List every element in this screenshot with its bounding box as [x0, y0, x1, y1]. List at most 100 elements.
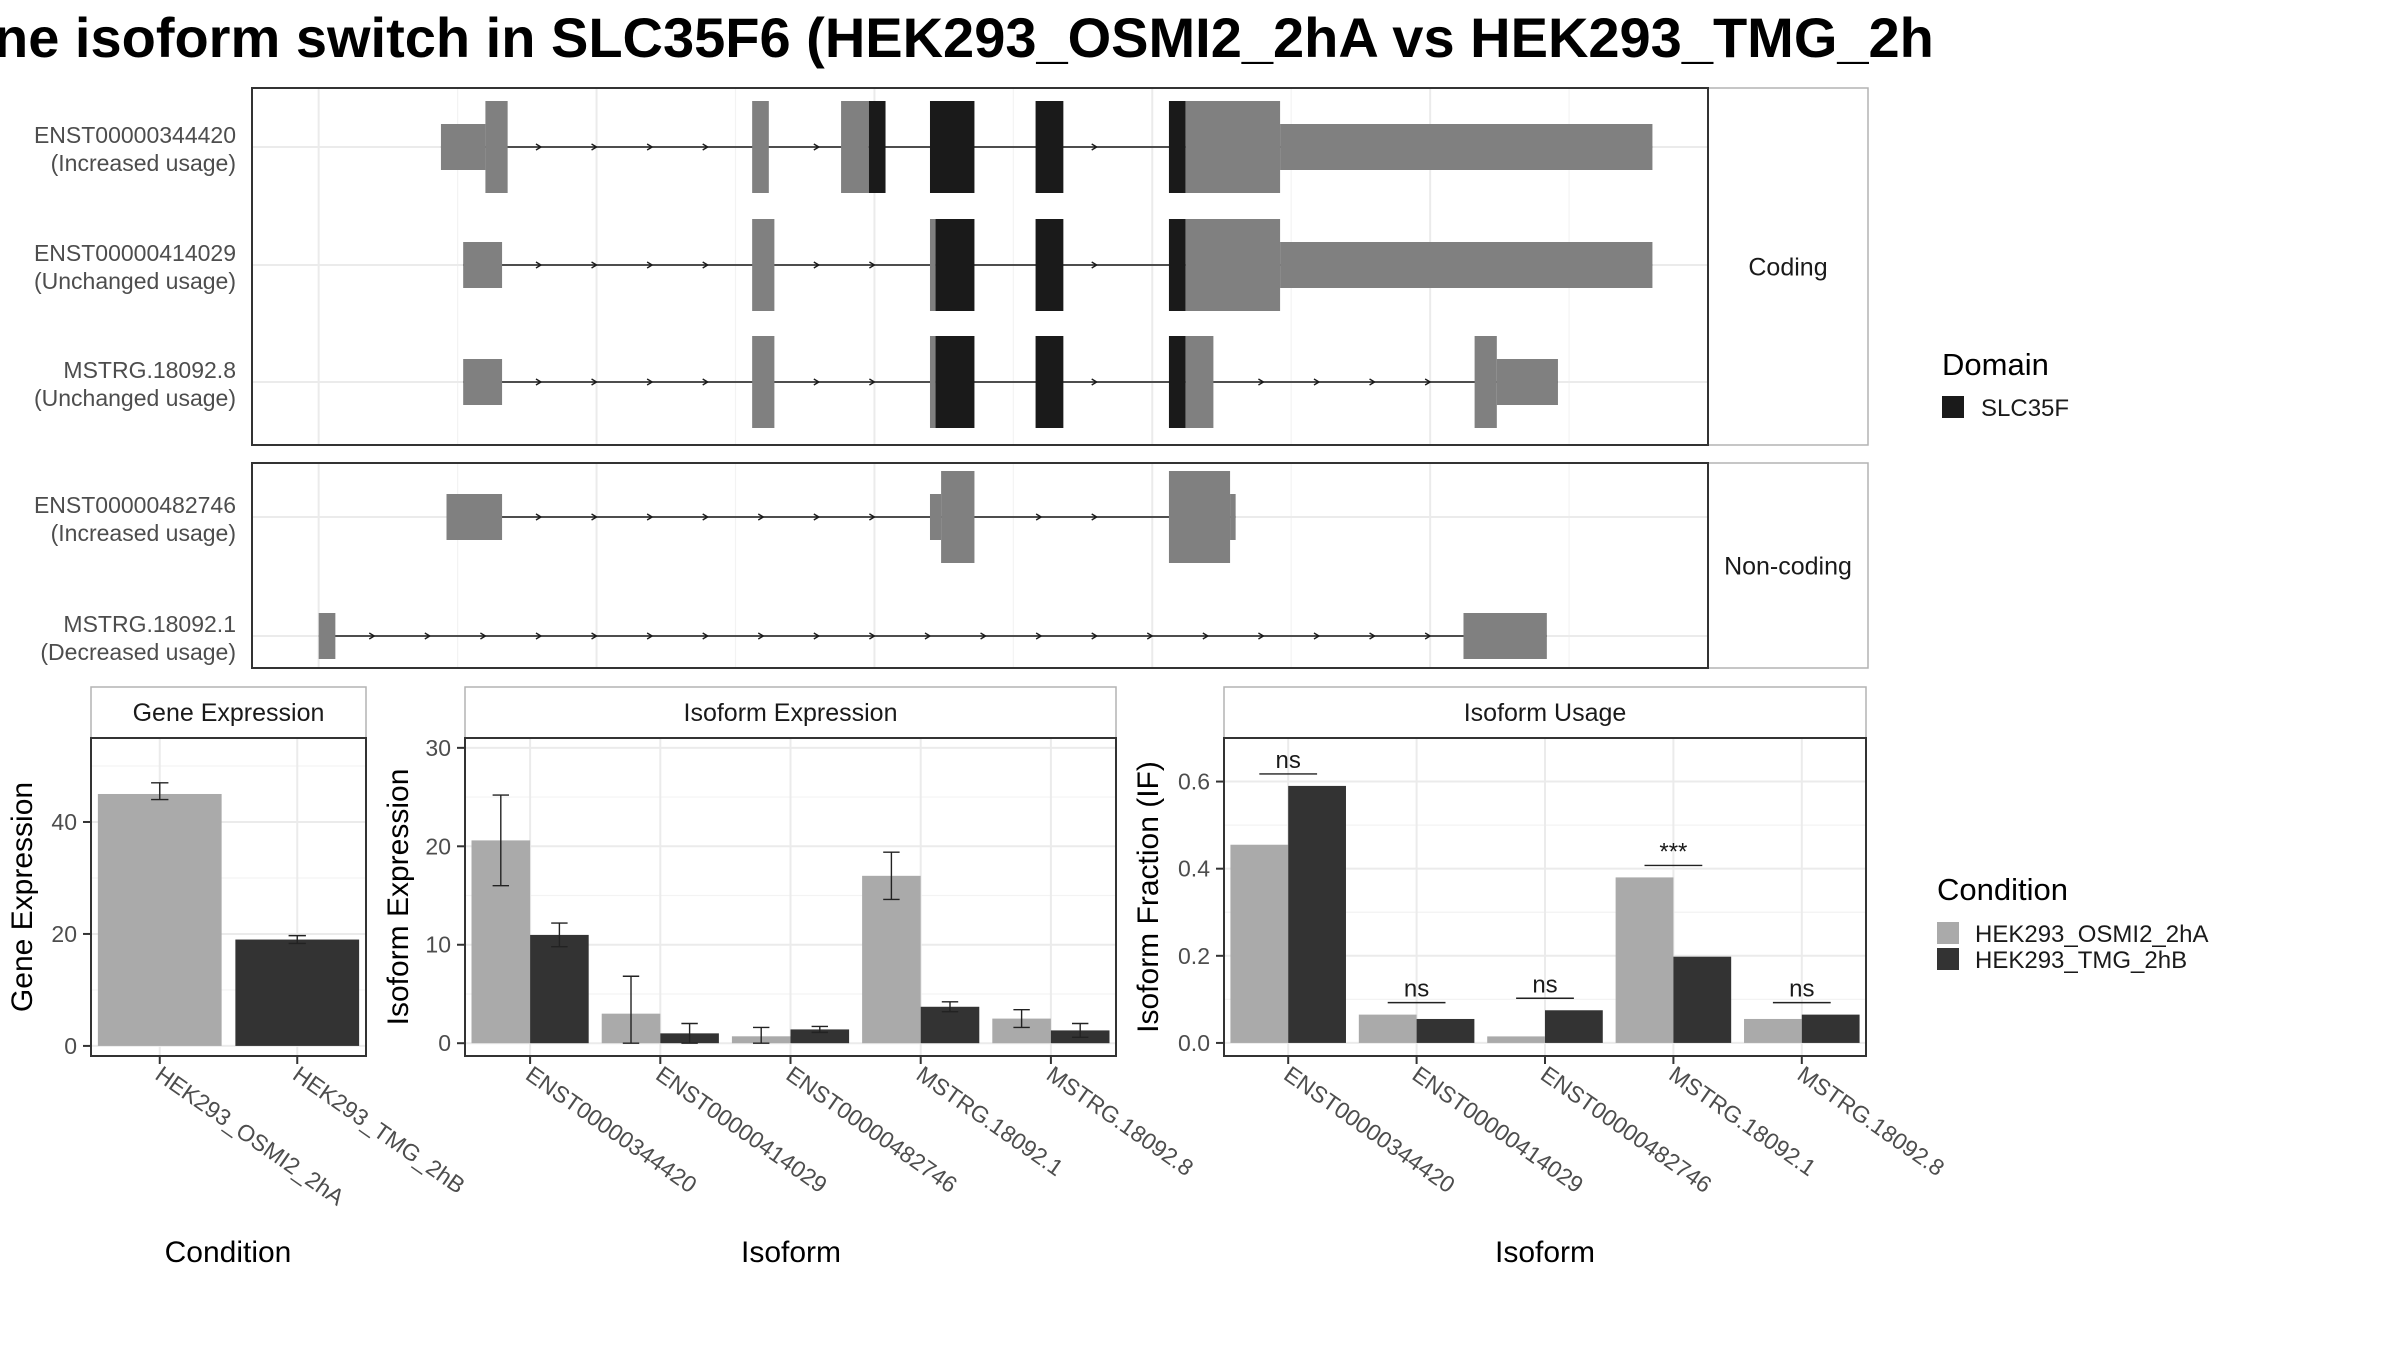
intron-arrow	[813, 513, 821, 521]
y-tick-label: 0.2	[1178, 943, 1210, 969]
y-tick-label: 20	[51, 921, 77, 947]
bar	[1615, 877, 1674, 1043]
exon-block	[941, 471, 975, 563]
bar	[1487, 1036, 1545, 1043]
exon-block	[446, 494, 503, 540]
intron-arrow	[591, 378, 598, 386]
intron-arrow	[1369, 632, 1376, 640]
domain-block	[1168, 336, 1186, 428]
intron-arrow	[702, 261, 710, 269]
bar	[1230, 844, 1289, 1043]
intron-arrow	[591, 632, 598, 640]
intron-arrow	[646, 378, 654, 386]
intron-arrow	[813, 378, 821, 386]
panel-border	[90, 737, 367, 1057]
intron-arrow	[424, 632, 432, 640]
domain-block	[935, 219, 975, 311]
panel-strip	[90, 686, 367, 739]
significance-label: ns	[1532, 971, 1557, 998]
structure-panel-border	[251, 462, 1709, 669]
exon-block	[1280, 124, 1653, 170]
intron-arrow	[1202, 632, 1210, 640]
figure-title: ne isoform switch in SLC35F6 (HEK293_OSM…	[0, 6, 1934, 69]
panel-title: Isoform Expression	[684, 699, 898, 727]
legend-condition-title: Condition	[1937, 872, 2068, 907]
facet-strip	[1707, 87, 1869, 446]
intron-arrow	[480, 632, 487, 640]
y-tick-label: 20	[425, 833, 451, 859]
exon-block	[929, 219, 936, 311]
domain-block	[929, 101, 975, 193]
y-axis-title: Isoform Expression	[382, 769, 415, 1026]
x-axis-title: Condition	[165, 1236, 292, 1269]
isoform-usage-label: (Decreased usage)	[40, 639, 236, 665]
intron-arrow	[869, 513, 876, 521]
y-tick-label: 0.6	[1178, 769, 1210, 795]
intron-arrow	[1091, 143, 1099, 151]
facet-strip-label: Non-coding	[1724, 553, 1852, 581]
panel-strip	[1223, 686, 1867, 739]
intron-arrow	[646, 632, 654, 640]
intron-arrow	[1035, 513, 1043, 521]
intron-arrow	[869, 378, 876, 386]
intron-arrow	[591, 143, 598, 151]
y-tick-label: 10	[425, 932, 451, 958]
intron-arrow	[1146, 632, 1154, 640]
isoform-id-label: MSTRG.18092.8	[63, 357, 236, 383]
bar	[1801, 1014, 1860, 1043]
gene-structure-panel: CodingNon-codingENST00000344420(Increase…	[34, 87, 1869, 669]
intron-arrow	[646, 143, 654, 151]
intron-arrow	[535, 632, 543, 640]
y-tick-label: 30	[425, 735, 451, 761]
intron-arrow	[702, 378, 710, 386]
domain-block	[1035, 219, 1064, 311]
bar	[97, 793, 222, 1046]
exon-block	[1185, 219, 1281, 311]
intron-arrow	[702, 632, 710, 640]
y-tick-label: 0	[438, 1030, 451, 1056]
y-tick-label: 0.4	[1178, 856, 1210, 882]
bar	[790, 1029, 850, 1044]
bar	[530, 934, 589, 1044]
facet-strip-label: Coding	[1748, 254, 1827, 282]
bar	[1358, 1014, 1417, 1043]
isoform-usage-label: (Increased usage)	[51, 150, 236, 176]
significance-label: ns	[1276, 747, 1301, 774]
isoform-usage-label: (Unchanged usage)	[34, 385, 236, 411]
exon-block	[463, 242, 503, 288]
intron-arrow	[1258, 378, 1265, 386]
intron-arrow	[1091, 632, 1099, 640]
y-tick-label: 0.0	[1178, 1030, 1210, 1056]
intron-arrow	[813, 632, 821, 640]
domain-block	[1168, 101, 1186, 193]
intron-arrow	[1424, 378, 1432, 386]
bar	[1288, 785, 1346, 1043]
intron-arrow	[368, 632, 376, 640]
intron-arrow	[702, 513, 710, 521]
exon-block	[929, 336, 936, 428]
intron-arrow	[1313, 632, 1321, 640]
intron-arrow	[591, 513, 598, 521]
exon-block	[929, 494, 942, 540]
intron-arrow	[646, 261, 654, 269]
intron-arrow	[1091, 513, 1099, 521]
legend-swatch	[1937, 922, 1959, 944]
domain-block	[868, 101, 886, 193]
isoform-id-label: ENST00000414029	[34, 240, 236, 266]
intron-arrow	[1369, 378, 1376, 386]
exon-block	[1185, 336, 1214, 428]
x-axis-title: Isoform	[1495, 1236, 1595, 1269]
structure-panel-border	[251, 87, 1709, 446]
significance-label: ns	[1789, 976, 1814, 1003]
y-axis-title: Isoform Fraction (IF)	[1132, 761, 1165, 1033]
isoform-id-label: MSTRG.18092.1	[63, 611, 236, 637]
intron-arrow	[924, 632, 932, 640]
isoform-id-label: ENST00000482746	[34, 492, 236, 518]
exon-block	[841, 101, 869, 193]
exon-block	[485, 101, 508, 193]
exon-block	[463, 359, 503, 405]
y-tick-label: 40	[51, 809, 77, 835]
panel-title: Gene Expression	[133, 699, 325, 727]
x-axis-title: Isoform	[741, 1236, 841, 1269]
